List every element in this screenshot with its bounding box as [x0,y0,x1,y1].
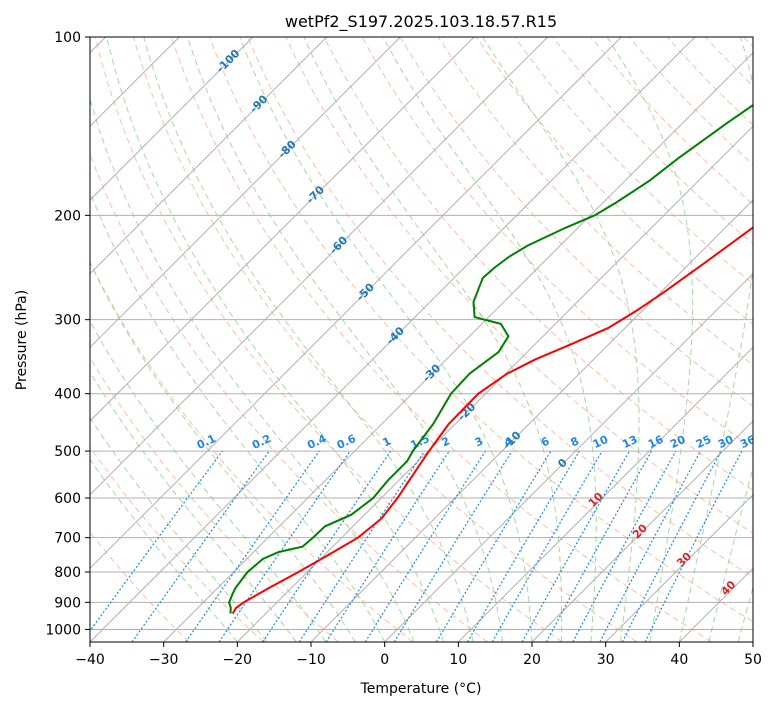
isotherm-line [310,199,753,642]
dry-adiabat-line [399,37,753,407]
moist-adiabat-line [239,37,533,642]
moist-adiabat-line [382,37,597,642]
y-tick-label: 500 [54,444,81,460]
dry-adiabat-line [132,37,638,642]
moist-adiabat-line [708,465,753,642]
y-tick-label: 700 [54,531,81,547]
dewpoint-line [228,103,753,614]
x-tick-label: 20 [523,652,541,668]
dry-adiabat-line [514,37,753,285]
x-tick-label: −40 [75,652,105,668]
mixing-ratio-line [545,450,653,642]
moist-adiabat-line [482,37,640,642]
mixing-ratio-line [90,450,223,632]
isotherm-grid [90,37,753,642]
mixing-ratio-line [185,450,320,642]
mixing-ratio-line [131,450,270,642]
isotherm-line [605,493,753,642]
mixing-ratio-label: 16 [646,433,666,451]
x-tick-label: 30 [597,652,615,668]
y-axis-ticks: 100 200 300 400 500 600 700 800 900 1000 [45,30,90,638]
y-tick-label: 100 [54,30,81,46]
moist-adiabat-line [143,37,474,642]
y-tick-label: 400 [54,387,81,403]
moist-adiabat-line [90,370,297,642]
y-axis-title: Pressure (hPa) [14,290,30,390]
isotherm-line [90,37,696,642]
x-tick-label: −30 [149,652,179,668]
dry-adiabat-line [90,446,264,642]
y-tick-label: 300 [54,313,81,329]
mixing-ratio-line [572,450,677,642]
isotherm-line [90,37,401,349]
y-tick-label: 200 [54,208,81,224]
isotherm-line [90,37,622,570]
dry-adiabat-line [247,37,753,578]
isotherm-line [90,37,475,422]
moist-adiabat-line [90,261,356,642]
isotherm-line [236,125,753,642]
isotherm-line [90,37,254,201]
y-tick-label: 900 [54,595,81,611]
moist-adiabat-line [678,37,753,642]
y-tick-label: 600 [54,491,81,507]
moist-adiabat-line [187,37,503,642]
y-tick-label: 800 [54,565,81,581]
mixing-ratio-line [521,450,631,642]
x-tick-label: 10 [449,652,467,668]
mixing-ratio-line [466,450,580,642]
isotherm-line [90,37,328,275]
moist-adiabat-line [737,585,753,642]
moist-adiabat-line [90,416,268,642]
moist-adiabat-line [90,458,238,642]
isotherm-line [90,37,549,496]
mixing-ratio-label: 30 [716,433,736,451]
dry-adiabat-line [94,37,563,642]
mixing-ratio-label: 10 [591,433,611,451]
mixing-ratio-line [298,450,425,642]
moist-adiabat-line [90,320,327,642]
isotherm-line [531,420,753,642]
moist-adiabats [90,37,753,642]
dry-adiabat-line [323,37,753,491]
mixing-ratio-line [218,450,351,642]
mixing-ratio-label: 36 [738,433,758,451]
plot-frame [89,36,754,643]
mixing-ratio-line [435,450,552,642]
isotherm-line [163,51,753,642]
moist-adiabat-line [606,37,694,642]
chart-title: wetPf2_S197.2025.103.18.57.R15 [285,12,557,32]
x-axis-ticks: −40 −30 −20 −10 0 10 20 30 40 50 [75,642,762,668]
x-tick-label: −10 [296,652,326,668]
mixing-ratio-line [364,450,486,642]
dry-adiabat-line [476,37,753,325]
moist-adiabat-line [90,190,386,642]
dry-adiabat-line [628,37,753,166]
moist-adiabat-line [106,37,445,642]
x-tick-label: 40 [670,652,688,668]
isotherm-line [457,346,753,642]
x-tick-label: 50 [744,652,762,668]
dry-adiabat-line [209,37,753,623]
mixing-ratio-line [325,450,450,642]
x-axis-title: Temperature (°C) [360,681,482,697]
moist-adiabat-line [303,37,563,642]
mixing-ratio-line [393,450,513,642]
temperature-line [231,226,753,615]
mixing-ratio-label: 25 [694,433,713,451]
mixing-ratio-line [491,450,603,642]
x-tick-label: −20 [223,652,253,668]
y-tick-label: 1000 [45,622,81,638]
mixing-ratio-label: 20 [668,433,688,451]
isotherm-line [384,272,753,642]
plot-area: -100-90-80-70-60-50-40-30-20-100 0.1 0.2 0… [90,37,758,642]
dry-adiabat-line [90,260,414,642]
x-tick-label: 0 [380,652,389,668]
mixing-ratio-lines [90,450,743,642]
mixing-ratio-label: 13 [620,433,639,451]
